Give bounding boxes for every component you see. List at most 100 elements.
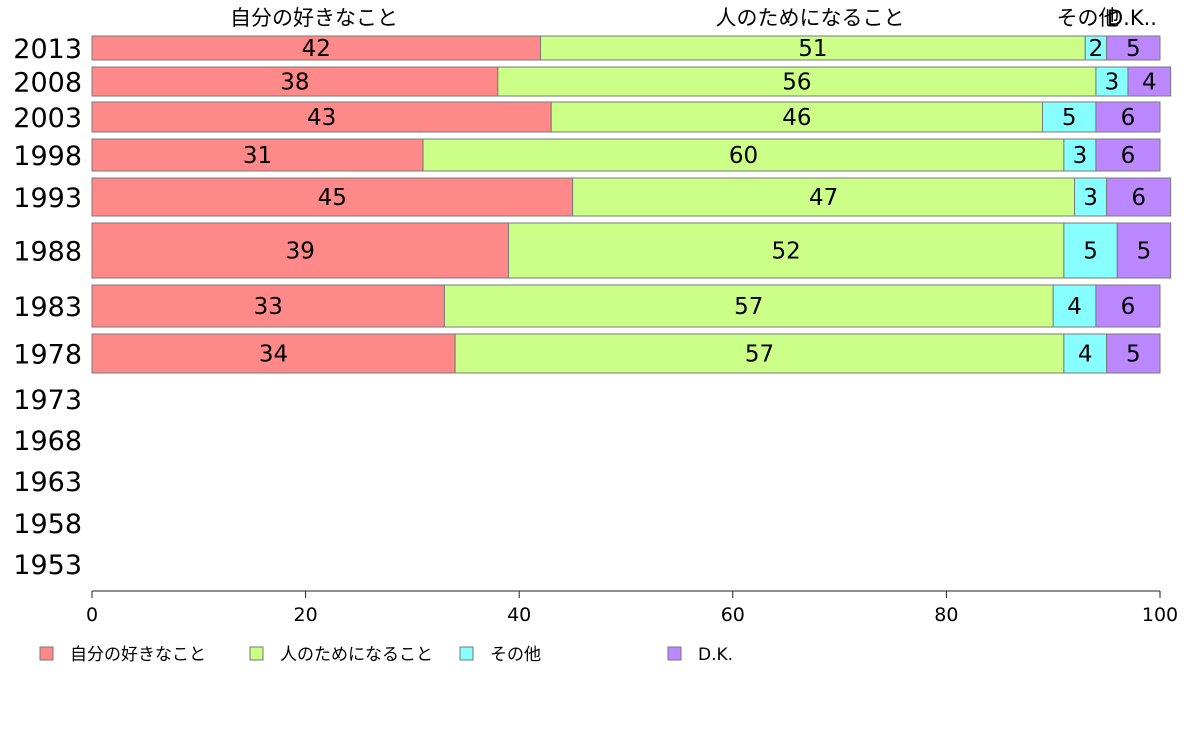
bar-segment [497, 66, 1097, 97]
x-tick-label: 100 [1142, 604, 1178, 626]
bar-segment [1106, 177, 1172, 217]
year-label: 1978 [13, 340, 82, 371]
year-label: 2003 [13, 103, 82, 134]
data-label: 38 [280, 70, 309, 96]
bar-segment [1116, 222, 1172, 279]
legend-swatch [39, 646, 54, 661]
data-label: 4 [1067, 294, 1082, 320]
data-label: 6 [1131, 185, 1146, 211]
bar-segment [422, 138, 1065, 172]
data-label: 3 [1105, 70, 1120, 96]
legend-swatch [667, 646, 682, 661]
x-axis: 0 20 40 60 80 100 [86, 590, 1178, 626]
data-label: 42 [302, 36, 331, 62]
data-label: 43 [307, 105, 336, 131]
data-label: 5 [1126, 342, 1141, 368]
data-label: 3 [1073, 143, 1088, 169]
data-label: 45 [318, 185, 347, 211]
data-label: 46 [782, 105, 811, 131]
bar-segment [1127, 66, 1172, 97]
bar-segment [91, 101, 552, 133]
bar-segment [1095, 284, 1161, 328]
legend-item: 自分の好きなこと [39, 645, 206, 665]
data-label: 52 [772, 239, 801, 265]
bar-segment [1106, 333, 1161, 374]
year-label: 1968 [13, 426, 82, 457]
row-2013: 2013 42 51 2 5 [13, 34, 1161, 65]
bar-segment [1074, 177, 1108, 217]
year-label: 2013 [13, 34, 82, 65]
data-label: 6 [1121, 294, 1136, 320]
data-label: 5 [1137, 239, 1152, 265]
x-tick-label: 40 [507, 604, 531, 626]
legend-label: 自分の好きなこと [70, 645, 206, 665]
bar-segment [91, 284, 445, 328]
legend-item: その他 [459, 645, 541, 665]
row-1978: 1978 34 57 4 5 [13, 333, 1161, 374]
bar-segment [1042, 101, 1097, 133]
year-label: 1983 [13, 292, 82, 323]
column-header: 自分の好きなこと [230, 6, 398, 30]
row-1968: 1968 [13, 426, 82, 457]
bar-segment [1095, 66, 1129, 97]
bar-segment [550, 101, 1044, 133]
legend-label: その他 [490, 645, 541, 665]
bar-segment [1106, 35, 1161, 61]
data-label: 57 [734, 294, 763, 320]
row-1958: 1958 [13, 509, 82, 540]
bar-segment [91, 66, 499, 97]
data-label: 5 [1083, 239, 1098, 265]
bar-segment [91, 138, 424, 172]
data-label: 47 [809, 185, 838, 211]
year-label: 1973 [13, 385, 82, 416]
data-label: 3 [1083, 185, 1098, 211]
bar-segment [1063, 333, 1108, 374]
data-label: 34 [259, 342, 288, 368]
bar-segment [1052, 284, 1097, 328]
data-label: 2 [1089, 36, 1104, 62]
data-label: 31 [243, 143, 272, 169]
data-label: 39 [286, 239, 315, 265]
year-label: 2008 [13, 68, 82, 99]
row-2008: 2008 38 56 3 4 [13, 66, 1172, 99]
data-label: 57 [745, 342, 774, 368]
row-1983: 1983 33 57 4 6 [13, 284, 1161, 328]
row-1963: 1963 [13, 467, 82, 498]
legend-item: 人のためになること [249, 645, 433, 665]
year-label: 1958 [13, 509, 82, 540]
bar-segment [91, 333, 456, 374]
row-1973: 1973 [13, 385, 82, 416]
data-label: 4 [1078, 342, 1093, 368]
column-header: その他 [1057, 6, 1120, 30]
bar-segment [1063, 138, 1097, 172]
x-tick-label: 80 [934, 604, 958, 626]
row-1993: 1993 45 47 3 6 [13, 177, 1172, 217]
bar-segment [572, 177, 1076, 217]
x-tick-label: 20 [294, 604, 318, 626]
row-2003: 2003 43 46 5 6 [13, 101, 1161, 134]
column-header: D.K.. [1107, 6, 1157, 30]
data-label: 5 [1126, 36, 1141, 62]
legend-label: D.K. [698, 645, 733, 665]
bar-segment [454, 333, 1065, 374]
x-tick-label: 0 [86, 604, 98, 626]
year-label: 1993 [13, 183, 82, 214]
column-header: 人のためになること [716, 6, 905, 30]
legend-swatch [459, 646, 474, 661]
bar-segment [1095, 138, 1161, 172]
data-label: 56 [782, 70, 811, 96]
row-1998: 1998 31 60 3 6 [13, 138, 1161, 172]
data-label: 4 [1142, 70, 1157, 96]
data-label: 51 [798, 36, 827, 62]
row-1953: 1953 [13, 550, 82, 581]
data-label: 5 [1062, 105, 1077, 131]
legend: 自分の好きなこと 人のためになること その他 D.K. [39, 645, 733, 665]
row-1988: 1988 39 52 5 5 [13, 222, 1172, 279]
bar-segment [1095, 101, 1161, 133]
data-label: 6 [1121, 143, 1136, 169]
year-label: 1988 [13, 237, 82, 268]
bar-segment [540, 35, 1086, 61]
